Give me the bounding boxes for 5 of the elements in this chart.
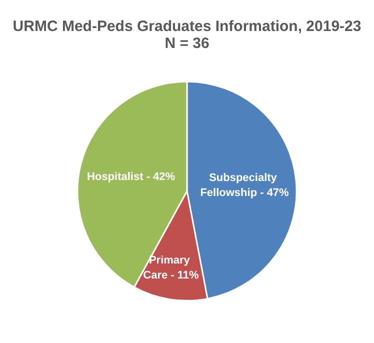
chart-subtitle: N = 36 — [164, 35, 210, 52]
slice-label: Primary Care - 11% — [143, 254, 199, 282]
slice-label: Subspecialty Fellowship - 47% — [200, 172, 290, 200]
slice-label: Hospitalist - 42% — [87, 170, 176, 183]
chart-title: URMC Med-Peds Graduates Information, 2019-23 — [12, 18, 362, 35]
